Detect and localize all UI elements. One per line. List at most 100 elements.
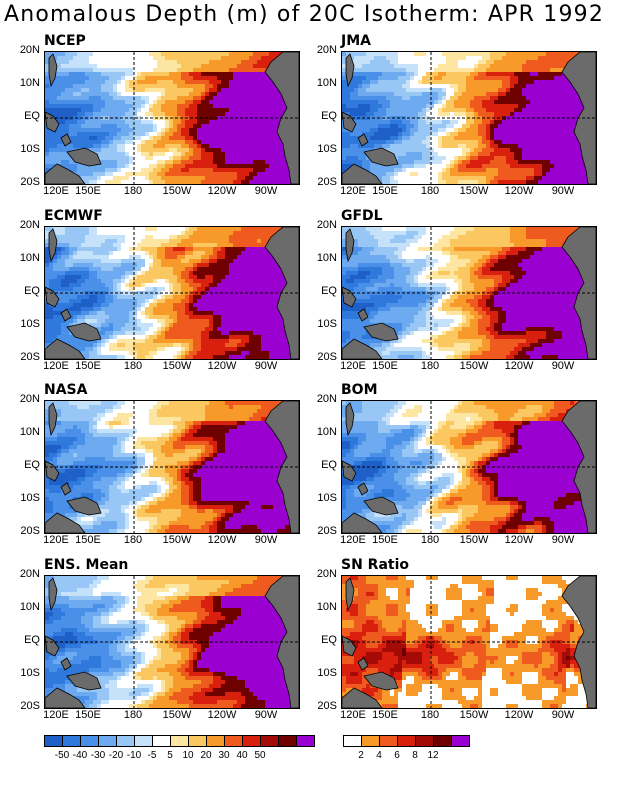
field-cell xyxy=(241,172,245,176)
field-cell xyxy=(49,160,53,164)
field-cell xyxy=(450,60,454,64)
field-cell xyxy=(205,144,209,148)
field-cell xyxy=(502,100,506,104)
field-cell xyxy=(217,120,221,124)
field-cell xyxy=(205,84,209,88)
field-cell xyxy=(65,287,69,291)
field-cell xyxy=(414,72,418,76)
field-cell xyxy=(145,168,149,172)
field-cell xyxy=(498,80,502,84)
field-cell xyxy=(125,88,129,92)
field-cell xyxy=(157,148,161,152)
field-cell xyxy=(574,164,578,168)
field-cell xyxy=(181,287,185,291)
field-cell xyxy=(494,168,498,172)
field-cell xyxy=(454,144,458,148)
field-cell xyxy=(101,124,105,128)
field-cell xyxy=(69,68,73,72)
field-cell xyxy=(93,140,97,144)
field-cell xyxy=(197,287,201,291)
field-cell xyxy=(265,255,269,259)
field-cell xyxy=(77,291,81,295)
field-cell xyxy=(249,68,253,72)
field-cell xyxy=(470,96,474,100)
field-cell xyxy=(161,108,165,112)
field-cell xyxy=(221,104,225,108)
field-cell xyxy=(217,64,221,68)
field-cell xyxy=(57,160,61,164)
field-cell xyxy=(177,52,181,56)
field-cell xyxy=(570,140,574,144)
field-cell xyxy=(514,120,518,124)
field-cell xyxy=(241,96,245,100)
field-cell xyxy=(550,64,554,68)
field-cell xyxy=(402,148,406,152)
field-cell xyxy=(109,156,113,160)
field-cell xyxy=(189,96,193,100)
field-cell xyxy=(265,108,269,112)
field-cell xyxy=(229,152,233,156)
field-cell xyxy=(398,84,402,88)
field-cell xyxy=(402,72,406,76)
field-cell xyxy=(93,263,97,267)
field-cell xyxy=(374,116,378,120)
field-cell xyxy=(69,96,73,100)
field-cell xyxy=(89,128,93,132)
field-cell xyxy=(346,136,350,140)
field-cell xyxy=(390,68,394,72)
field-cell xyxy=(69,156,73,160)
field-cell xyxy=(546,160,550,164)
field-cell xyxy=(494,172,498,176)
field-cell xyxy=(193,68,197,72)
field-cell xyxy=(526,72,530,76)
field-cell xyxy=(65,84,69,88)
field-cell xyxy=(185,56,189,60)
field-cell xyxy=(558,56,562,60)
field-cell xyxy=(438,180,442,184)
field-cell xyxy=(205,124,209,128)
field-cell xyxy=(161,144,165,148)
field-cell xyxy=(113,148,117,152)
field-cell xyxy=(558,132,562,136)
field-cell xyxy=(109,72,113,76)
field-cell xyxy=(518,64,522,68)
field-cell xyxy=(462,176,466,180)
field-cell xyxy=(458,52,462,56)
field-cell xyxy=(358,84,362,88)
field-cell xyxy=(53,271,57,275)
field-cell xyxy=(145,152,149,156)
field-cell xyxy=(109,239,113,243)
field-cell xyxy=(57,68,61,72)
field-cell xyxy=(570,84,574,88)
field-cell xyxy=(386,120,390,124)
field-cell xyxy=(229,68,233,72)
field-cell xyxy=(157,80,161,84)
field-cell xyxy=(458,160,462,164)
field-cell xyxy=(237,235,241,239)
field-cell xyxy=(422,160,426,164)
field-cell xyxy=(554,172,558,176)
field-cell xyxy=(193,76,197,80)
field-cell xyxy=(161,176,165,180)
field-cell xyxy=(205,120,209,124)
field-cell xyxy=(430,156,434,160)
field-cell xyxy=(281,176,285,180)
field-cell xyxy=(229,227,233,231)
field-cell xyxy=(237,168,241,172)
field-cell xyxy=(229,239,233,243)
field-cell xyxy=(470,72,474,76)
field-cell xyxy=(161,295,165,299)
field-cell xyxy=(117,168,121,172)
field-cell xyxy=(213,148,217,152)
field-cell xyxy=(125,172,129,176)
field-cell xyxy=(217,259,221,263)
field-cell xyxy=(482,120,486,124)
field-cell xyxy=(173,60,177,64)
field-cell xyxy=(273,271,277,275)
field-cell xyxy=(121,76,125,80)
field-cell xyxy=(494,140,498,144)
field-cell xyxy=(165,56,169,60)
field-cell xyxy=(185,124,189,128)
field-cell xyxy=(157,152,161,156)
field-cell xyxy=(430,124,434,128)
